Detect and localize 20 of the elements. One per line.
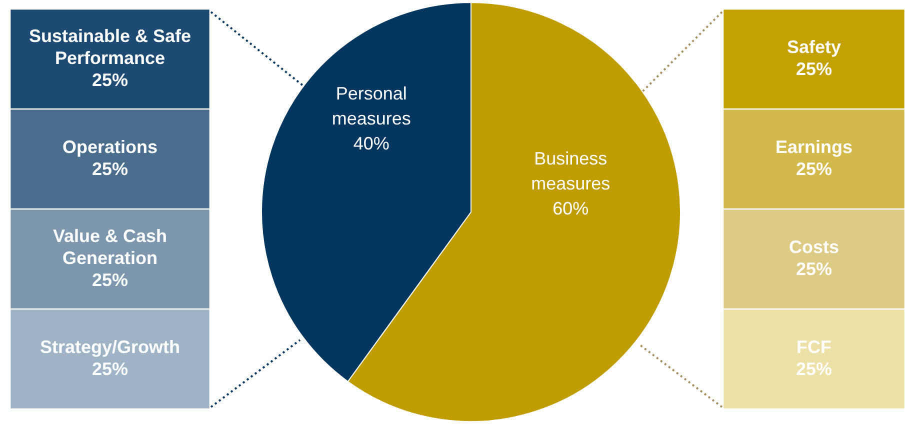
data-label: 25% bbox=[796, 58, 832, 79]
category-label: Costs bbox=[788, 236, 840, 257]
slice-label: Personal measures bbox=[332, 84, 411, 129]
slice-label: Business measures bbox=[531, 148, 610, 194]
data-label: 25% bbox=[796, 158, 832, 179]
data-label: 25% bbox=[796, 358, 832, 379]
data-label: 25% bbox=[92, 158, 128, 179]
data-label: 25% bbox=[796, 258, 832, 279]
category-label: Safety bbox=[786, 36, 842, 57]
category-label: Earnings bbox=[775, 136, 853, 157]
data-label: 60% bbox=[552, 198, 589, 218]
data-label: 25% bbox=[92, 70, 128, 90]
category-label: FCF bbox=[796, 336, 832, 357]
category-label: Strategy/Growth bbox=[40, 336, 180, 357]
category-label: Value & Cash Generation bbox=[52, 226, 168, 268]
data-label: 40% bbox=[353, 134, 390, 154]
category-label: Operations bbox=[62, 136, 158, 157]
data-label: 25% bbox=[92, 358, 128, 379]
data-label: 25% bbox=[92, 270, 128, 290]
category-label: Sustainable & Safe Performance bbox=[28, 26, 192, 68]
